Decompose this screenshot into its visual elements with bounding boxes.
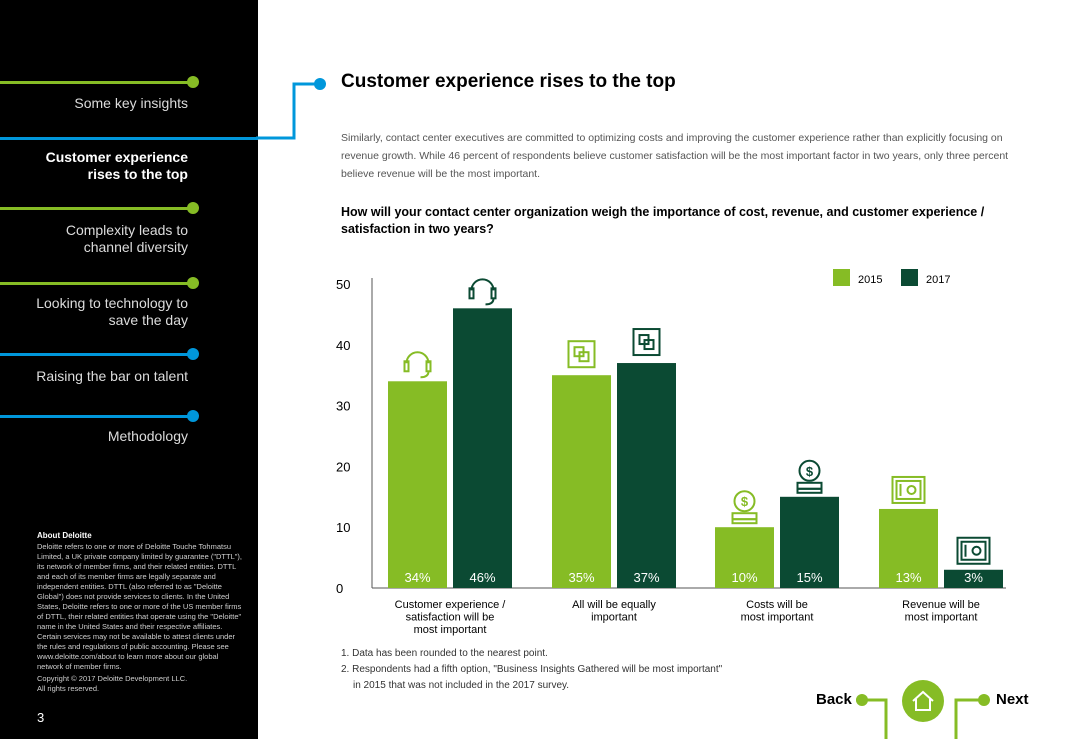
sidebar-item-talent[interactable]: Raising the bar on talent <box>36 368 188 384</box>
nav-line-technology <box>0 282 188 285</box>
bar-2015-2 <box>715 527 774 588</box>
x-tick-label: Customer experience / <box>395 599 507 611</box>
chart-question: How will your contact center organizatio… <box>341 205 985 236</box>
x-tick-label: most important <box>905 612 978 624</box>
home-icon <box>912 690 934 711</box>
data-label: 46% <box>469 570 495 585</box>
sidebar-item-technology[interactable]: Looking to technology to save the day <box>36 295 188 328</box>
coin-icon: $ <box>796 459 823 494</box>
back-button[interactable]: Back <box>816 691 852 708</box>
next-button[interactable]: Next <box>996 691 1029 708</box>
y-tick-label: 30 <box>336 399 350 414</box>
bar-2017-1 <box>617 363 676 588</box>
x-tick-label: satisfaction will be <box>406 612 495 624</box>
about-title: About Deloitte <box>37 531 92 540</box>
page-title: Customer experience rises to the top <box>341 71 676 92</box>
copyright-line-2: All rights reserved. <box>37 684 100 693</box>
footnote-2b: in 2015 that was not included in the 201… <box>353 680 570 691</box>
footnote-1: 1. Data has been rounded to the nearest … <box>341 648 548 659</box>
legend-label-2017: 2017 <box>926 274 950 286</box>
page-number: 3 <box>37 710 45 725</box>
about-text: Deloitte refers to one or more of Deloit… <box>37 542 242 671</box>
nav-dot-methodology <box>187 410 199 422</box>
sidebar-item-methodology[interactable]: Methodology <box>107 428 188 444</box>
sidebar: Some key insights Customer experience ri… <box>0 0 258 739</box>
bar-chart: 0 10 20 30 40 50 2015 2017 34% 46% Customer experi… <box>336 269 1006 636</box>
legend-swatch-2017 <box>901 269 918 286</box>
back-connector <box>856 694 888 739</box>
y-tick-label: 10 <box>336 520 350 535</box>
integration-icon <box>567 340 596 369</box>
x-tick-label: most important <box>741 612 814 624</box>
data-label: 13% <box>895 570 921 585</box>
svg-text:$: $ <box>806 464 814 479</box>
nav-dot-technology <box>187 277 199 289</box>
integration-icon <box>632 328 661 357</box>
bar-2015-0 <box>388 381 447 588</box>
x-tick-label: important <box>591 612 637 624</box>
coin-icon: $ <box>731 490 758 525</box>
headset-icon <box>468 278 497 306</box>
nav-line-methodology <box>0 415 188 418</box>
x-tick-label: All will be equally <box>572 599 656 611</box>
nav-dot-key-insights <box>187 76 199 88</box>
nav-line-talent <box>0 353 188 356</box>
sidebar-item-key-insights[interactable]: Some key insights <box>74 95 188 111</box>
y-tick-label: 40 <box>336 338 350 353</box>
legend-label-2015: 2015 <box>858 274 882 286</box>
sidebar-item-complexity[interactable]: Complexity leads to channel diversity <box>65 222 188 255</box>
bar-2017-0 <box>453 308 512 588</box>
nav-dot-complexity <box>187 202 199 214</box>
data-label: 35% <box>568 570 594 585</box>
home-button[interactable] <box>902 680 944 722</box>
copyright: Copyright © 2017 Deloitte Development LL… <box>37 674 242 694</box>
headset-icon <box>403 351 432 379</box>
svg-text:$: $ <box>741 494 749 509</box>
legend-swatch-2015 <box>833 269 850 286</box>
x-tick-label: Revenue will be <box>902 599 980 611</box>
data-label: 3% <box>964 570 983 585</box>
data-label: 37% <box>633 570 659 585</box>
data-label: 15% <box>796 570 822 585</box>
nav-line-customer-experience <box>0 137 258 140</box>
bar-2015-3 <box>879 508 938 588</box>
x-tick-label: most important <box>414 624 487 636</box>
active-connector <box>256 78 326 140</box>
footnote-2a: 2. Respondents had a fifth option, "Busi… <box>341 664 723 675</box>
sidebar-item-customer-experience[interactable]: Customer experience rises to the top <box>45 149 188 182</box>
y-tick-label: 50 <box>336 277 350 292</box>
data-label: 34% <box>404 570 430 585</box>
bar-2017-3 <box>944 569 1003 588</box>
footnotes: 1. Data has been rounded to the nearest … <box>341 646 722 694</box>
copyright-line-1: Copyright © 2017 Deloitte Development LL… <box>37 674 188 683</box>
intro-paragraph: Similarly, contact center executives are… <box>341 132 1009 180</box>
safe-icon <box>956 536 991 565</box>
nav-dot-talent <box>187 348 199 360</box>
bar-2015-1 <box>552 375 611 588</box>
next-connector <box>954 694 990 739</box>
safe-icon <box>891 475 926 504</box>
x-tick-label: Costs will be <box>746 599 808 611</box>
nav-line-complexity <box>0 207 188 210</box>
y-tick-label: 20 <box>336 459 350 474</box>
bar-2017-2 <box>780 496 839 588</box>
nav-line-key-insights <box>0 81 188 84</box>
data-label: 10% <box>731 570 757 585</box>
y-tick-label: 0 <box>336 581 343 596</box>
about-deloitte: About Deloitte Deloitte refers to one or… <box>37 531 242 672</box>
